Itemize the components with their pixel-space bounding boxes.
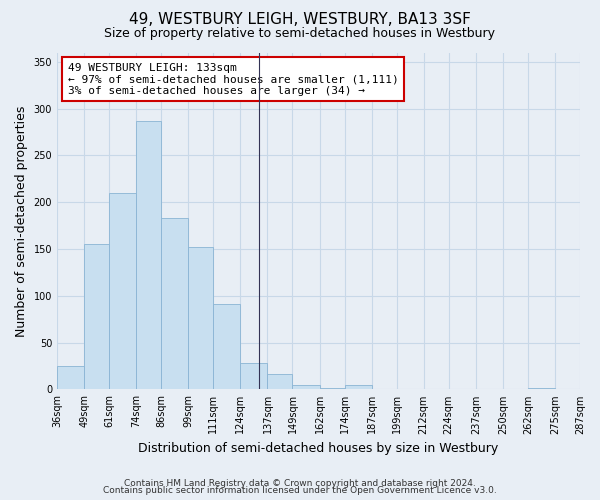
Bar [241, 363, 268, 390]
Text: Size of property relative to semi-detached houses in Westbury: Size of property relative to semi-detach… [104, 28, 496, 40]
Bar [188, 247, 214, 390]
Bar [320, 388, 344, 390]
Bar [214, 304, 241, 390]
Text: 49, WESTBURY LEIGH, WESTBURY, BA13 3SF: 49, WESTBURY LEIGH, WESTBURY, BA13 3SF [129, 12, 471, 28]
Text: Contains HM Land Registry data © Crown copyright and database right 2024.: Contains HM Land Registry data © Crown c… [124, 478, 476, 488]
Bar [268, 374, 292, 390]
Bar [528, 388, 555, 390]
Bar [84, 244, 109, 390]
Text: 49 WESTBURY LEIGH: 133sqm
← 97% of semi-detached houses are smaller (1,111)
3% o: 49 WESTBURY LEIGH: 133sqm ← 97% of semi-… [68, 62, 398, 96]
Bar [109, 193, 136, 390]
Bar [136, 121, 161, 390]
Bar [292, 384, 320, 390]
Text: Contains public sector information licensed under the Open Government Licence v3: Contains public sector information licen… [103, 486, 497, 495]
Bar [57, 366, 84, 390]
Bar [344, 384, 371, 390]
Y-axis label: Number of semi-detached properties: Number of semi-detached properties [15, 105, 28, 336]
Bar [161, 218, 188, 390]
X-axis label: Distribution of semi-detached houses by size in Westbury: Distribution of semi-detached houses by … [139, 442, 499, 455]
